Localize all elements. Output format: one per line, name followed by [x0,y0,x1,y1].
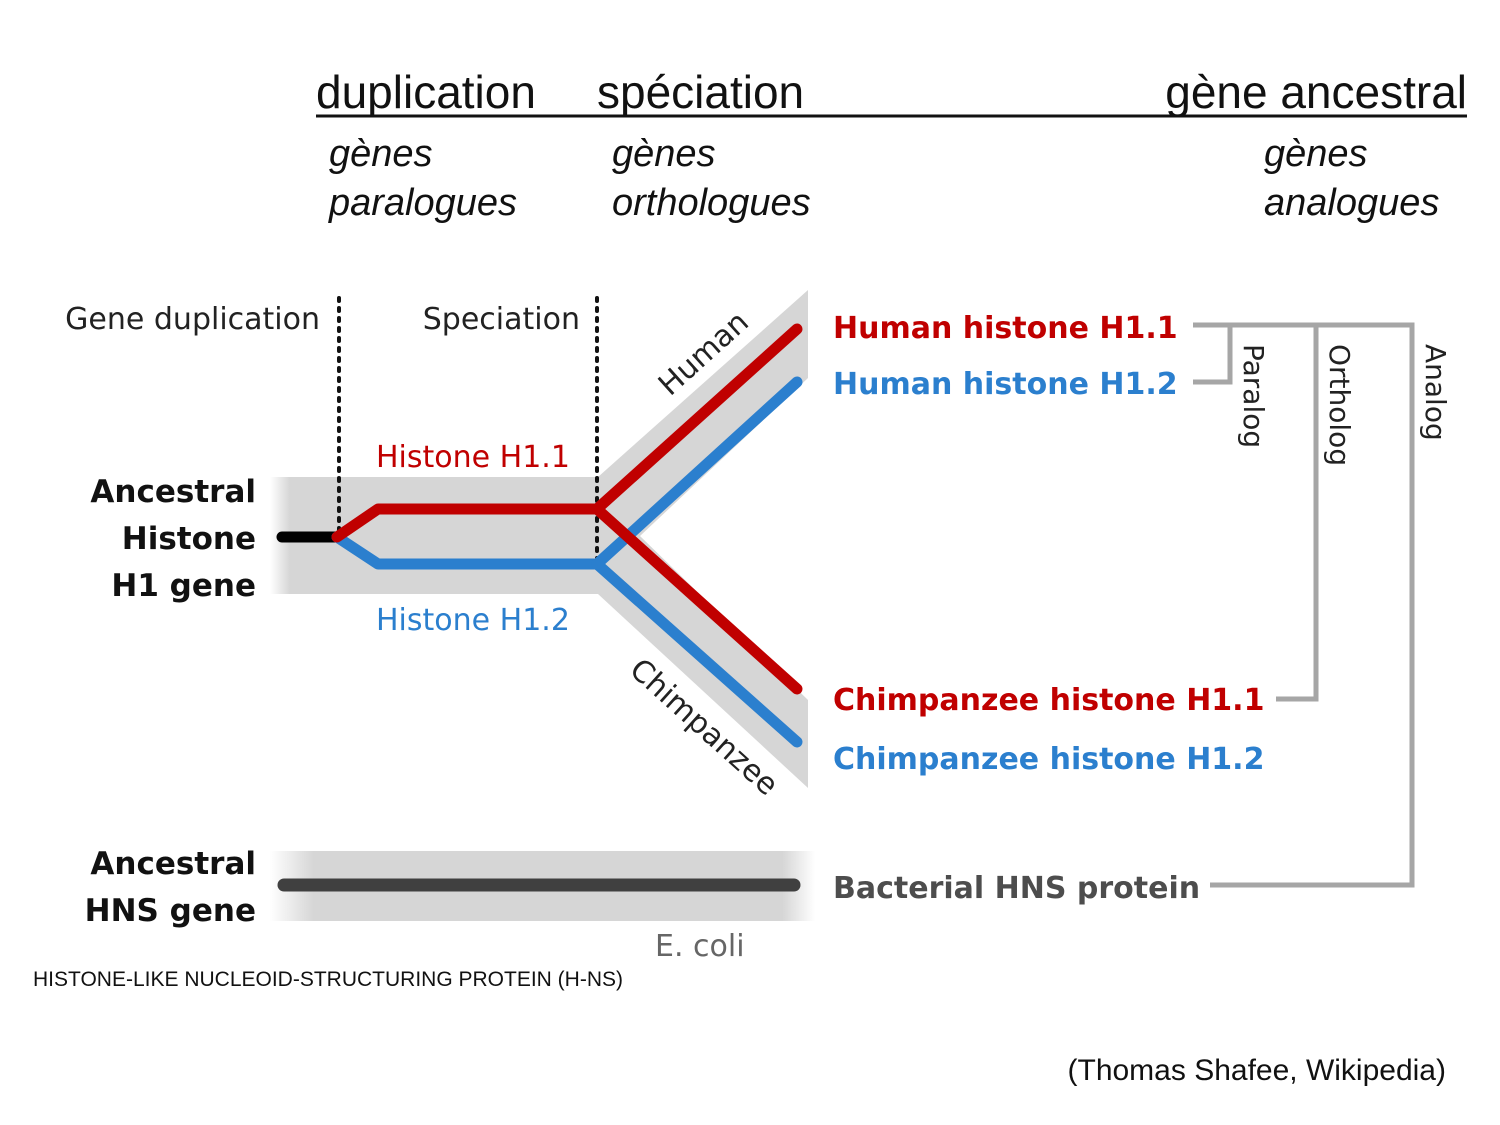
ancestral-histone-line3: H1 gene [111,568,256,604]
h11-lineage [331,323,803,543]
human-h11-label: Human histone H1.1 [833,311,1178,346]
paralogs-label-line1: gènes [329,133,433,175]
speciation-heading: spéciation [597,66,804,118]
ancestral-hns-line1: Ancestral [90,846,256,882]
chimp-h12-label: Chimpanzee histone H1.2 [833,742,1264,777]
header: duplication spéciation gène ancestral gè… [316,66,1467,224]
ecoli-label: E. coli [655,929,745,964]
relationship-labels: Paralog Ortholog Analog [1237,344,1452,466]
analogs-label-line1: gènes [1264,133,1368,175]
orthologs-label-line2: orthologues [612,182,811,224]
gene-duplication-label: Gene duplication [65,302,320,337]
histone-h12-label: Histone H1.2 [376,603,570,638]
h11-chimp-branch [591,503,803,695]
paralog-bracket [1193,322,1233,385]
ancestral-hns-line2: HNS gene [85,893,256,929]
ancestral-histone-line1: Ancestral [90,474,256,510]
gene-tree [276,323,803,892]
ancestral-histone-line2: Histone [122,521,256,557]
histone-h11-label: Histone H1.1 [376,440,570,475]
hns-caption: HISTONE-LIKE NUCLEOID-STRUCTURING PROTEI… [33,968,623,991]
bacterial-hns-label: Bacterial HNS protein [833,871,1200,906]
speciation-label: Speciation [423,302,580,337]
duplication-heading: duplication [316,66,536,118]
human-h12-label: Human histone H1.2 [833,367,1178,402]
h12-lineage [331,531,803,748]
orthologs-label-line1: gènes [612,133,716,175]
ortholog-bracket [1230,322,1319,702]
ortholog-label: Ortholog [1323,344,1356,466]
paralog-label: Paralog [1237,344,1270,448]
analog-label: Analog [1419,344,1452,441]
chimp-h11-label: Chimpanzee histone H1.1 [833,683,1264,718]
source-credit: (Thomas Shafee, Wikipedia) [1068,1054,1447,1087]
relationship-brackets [1193,322,1415,888]
analogs-label-line2: analogues [1264,182,1439,224]
leaf-labels: Human histone H1.1 Human histone H1.2 Ch… [833,311,1264,906]
ancestral-gene-heading: gène ancestral [1165,66,1467,118]
analog-bracket [1210,322,1415,888]
paralogs-label-line2: paralogues [328,182,517,224]
ancestral-labels: Ancestral Histone H1 gene Ancestral HNS … [85,474,256,929]
event-markers: Gene duplication Speciation [65,296,599,568]
